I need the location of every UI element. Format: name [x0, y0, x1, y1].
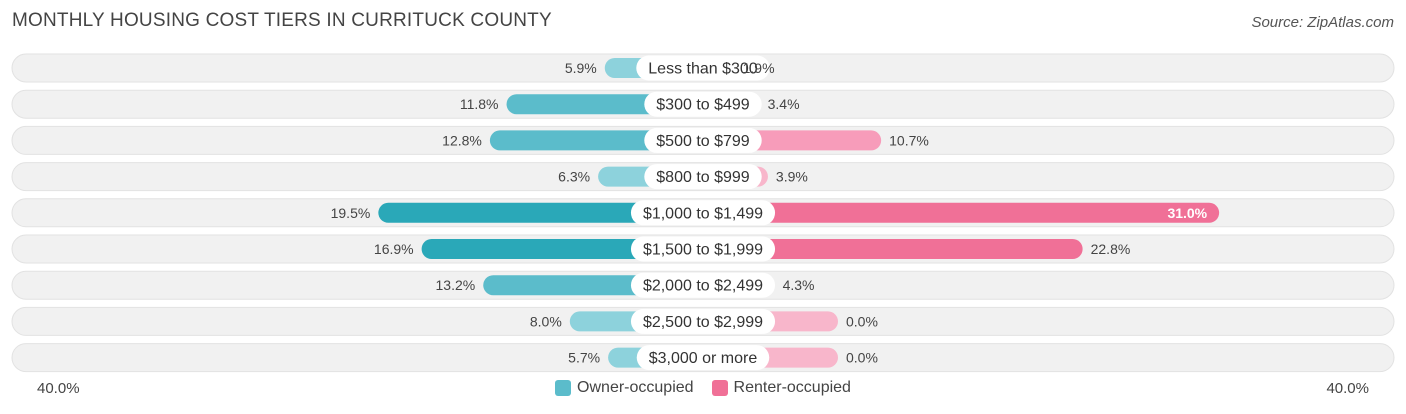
owner-bar — [378, 202, 703, 223]
owner-value-label: 13.2% — [436, 277, 476, 293]
owner-value-label: 11.8% — [460, 96, 499, 112]
category-label: $1,500 to $1,999 — [643, 242, 763, 259]
category-pill — [644, 164, 762, 190]
owner-value-label: 5.9% — [565, 60, 597, 76]
renter-value-label: 0.0% — [846, 313, 878, 329]
owner-value-label: 19.5% — [331, 205, 371, 221]
renter-value-label: 3.4% — [768, 96, 800, 112]
category-label: $3,000 or more — [649, 350, 758, 367]
renter-value-label: 4.3% — [783, 277, 815, 293]
category-label: $2,000 to $2,499 — [643, 278, 763, 295]
chart-area: Less than $300 5.9% 1.9% $300 to $499 11.8% 3… — [11, 53, 1395, 373]
renter-value-label: 3.9% — [776, 169, 808, 185]
renter-value-label: 22.8% — [1091, 241, 1131, 257]
owner-value-label: 5.7% — [568, 350, 600, 366]
category-label: $800 to $999 — [656, 169, 750, 186]
legend-owner-label: Owner-occupied — [577, 379, 694, 396]
category-label: $500 to $799 — [656, 133, 750, 150]
renter-value-label: 31.0% — [1167, 205, 1207, 221]
legend-renter-swatch — [711, 380, 728, 396]
category-pill — [630, 236, 776, 262]
legend-renter[interactable]: Renter-occupied — [711, 379, 851, 397]
owner-value-label: 12.8% — [442, 132, 482, 148]
source-note: Source: ZipAtlas.com — [1251, 14, 1394, 31]
category-pill — [644, 91, 762, 117]
owner-value-label: 16.9% — [374, 241, 414, 257]
category-pill — [630, 308, 776, 334]
legend: Owner-occupied Renter-occupied — [0, 379, 1406, 397]
legend-owner[interactable]: Owner-occupied — [555, 379, 694, 397]
category-label: $300 to $499 — [656, 97, 750, 114]
category-pill — [636, 55, 770, 81]
renter-bar — [703, 239, 1083, 259]
category-pill — [630, 200, 776, 226]
owner-value-label: 8.0% — [530, 313, 562, 329]
category-label: Less than $300 — [648, 61, 758, 78]
category-label: $2,500 to $2,999 — [643, 314, 763, 331]
category-pill — [644, 127, 762, 153]
legend-renter-label: Renter-occupied — [733, 379, 851, 396]
axis-left-label: 40.0% — [37, 380, 80, 397]
owner-value-label: 6.3% — [558, 169, 590, 185]
axis-right-label: 40.0% — [1326, 380, 1369, 397]
renter-value-label: 0.0% — [846, 350, 878, 366]
category-label: $1,000 to $1,499 — [643, 205, 763, 222]
renter-value-label: 10.7% — [889, 132, 929, 148]
category-pill — [636, 345, 770, 371]
chart-title: MONTHLY HOUSING COST TIERS IN CURRITUCK … — [12, 10, 552, 31]
legend-owner-swatch — [555, 380, 572, 396]
category-pill — [630, 272, 776, 298]
renter-bar — [703, 202, 1220, 223]
renter-value-label: 1.9% — [743, 60, 775, 76]
